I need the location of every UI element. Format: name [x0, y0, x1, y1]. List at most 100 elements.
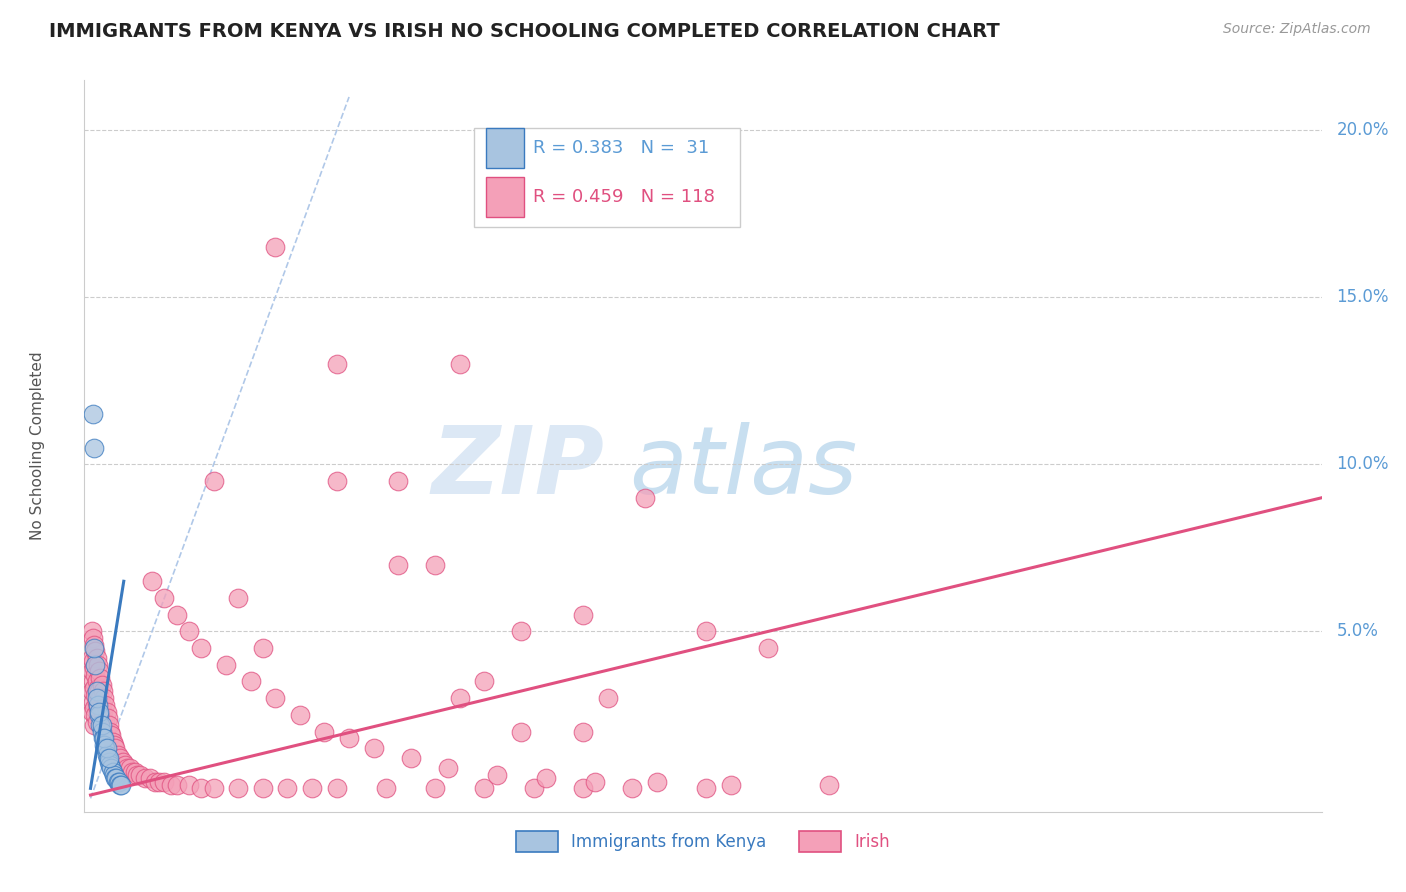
- Point: [695, 624, 717, 639]
- Point: [153, 591, 176, 605]
- Point: [83, 701, 105, 715]
- Point: [326, 474, 349, 488]
- Point: [523, 781, 546, 796]
- Point: [148, 774, 170, 789]
- Point: [98, 718, 121, 732]
- Point: [695, 781, 717, 796]
- Point: [101, 764, 124, 779]
- Point: [134, 772, 156, 786]
- Point: [449, 357, 471, 371]
- Point: [399, 751, 422, 765]
- Point: [83, 638, 105, 652]
- Point: [87, 698, 110, 712]
- Point: [100, 728, 122, 742]
- Point: [177, 624, 200, 639]
- Point: [90, 718, 112, 732]
- Point: [83, 681, 105, 695]
- Point: [534, 772, 557, 786]
- Point: [101, 734, 124, 748]
- Point: [138, 772, 160, 786]
- Point: [326, 781, 349, 796]
- Point: [166, 778, 188, 792]
- Text: IMMIGRANTS FROM KENYA VS IRISH NO SCHOOLING COMPLETED CORRELATION CHART: IMMIGRANTS FROM KENYA VS IRISH NO SCHOOL…: [49, 22, 1000, 41]
- Point: [363, 741, 385, 756]
- Point: [572, 724, 595, 739]
- Point: [110, 778, 132, 792]
- Point: [94, 698, 117, 712]
- Point: [111, 755, 134, 769]
- Point: [108, 778, 131, 792]
- Point: [124, 764, 146, 779]
- Point: [82, 407, 104, 421]
- Point: [83, 641, 105, 656]
- Point: [510, 724, 533, 739]
- Point: [288, 707, 311, 722]
- Point: [202, 474, 225, 488]
- Point: [621, 781, 644, 796]
- Point: [82, 674, 104, 689]
- Point: [128, 768, 150, 782]
- Point: [86, 674, 108, 689]
- Point: [98, 755, 121, 769]
- Point: [104, 741, 127, 756]
- Point: [96, 741, 118, 756]
- Point: [159, 778, 181, 792]
- Point: [87, 681, 110, 695]
- Point: [86, 691, 108, 706]
- Text: Source: ZipAtlas.com: Source: ZipAtlas.com: [1223, 22, 1371, 37]
- Point: [108, 774, 131, 789]
- Point: [436, 761, 458, 775]
- Point: [90, 698, 112, 712]
- Point: [153, 774, 176, 789]
- Point: [107, 774, 129, 789]
- Point: [143, 774, 166, 789]
- Point: [127, 768, 149, 782]
- Point: [91, 731, 114, 746]
- Point: [96, 705, 118, 719]
- Point: [114, 758, 136, 772]
- Point: [83, 661, 105, 675]
- Point: [166, 607, 188, 622]
- Point: [202, 781, 225, 796]
- Point: [239, 674, 262, 689]
- Point: [118, 761, 141, 775]
- Point: [80, 705, 103, 719]
- Point: [89, 665, 111, 679]
- Point: [108, 751, 131, 765]
- Point: [91, 705, 114, 719]
- Point: [226, 591, 249, 605]
- Point: [215, 657, 238, 672]
- Point: [100, 761, 122, 775]
- Point: [86, 651, 108, 665]
- Point: [117, 761, 139, 775]
- Point: [572, 607, 595, 622]
- Point: [190, 641, 212, 656]
- Point: [87, 701, 110, 715]
- Point: [86, 684, 108, 698]
- Point: [141, 574, 163, 589]
- Point: [474, 674, 496, 689]
- Point: [107, 747, 129, 762]
- Point: [83, 441, 105, 455]
- Point: [425, 558, 447, 572]
- Text: 5.0%: 5.0%: [1337, 623, 1378, 640]
- Point: [82, 694, 104, 708]
- Point: [226, 781, 249, 796]
- Point: [98, 758, 121, 772]
- Point: [96, 747, 118, 762]
- Point: [90, 678, 112, 692]
- Point: [633, 491, 655, 505]
- Text: No Schooling Completed: No Schooling Completed: [30, 351, 45, 541]
- FancyBboxPatch shape: [486, 178, 523, 218]
- Point: [301, 781, 323, 796]
- Point: [89, 718, 111, 732]
- Point: [105, 772, 128, 786]
- Point: [97, 751, 120, 765]
- Point: [314, 724, 336, 739]
- Point: [90, 724, 112, 739]
- Point: [89, 691, 111, 706]
- Point: [818, 778, 841, 792]
- Point: [177, 778, 200, 792]
- Text: 20.0%: 20.0%: [1337, 121, 1389, 139]
- Point: [94, 714, 117, 729]
